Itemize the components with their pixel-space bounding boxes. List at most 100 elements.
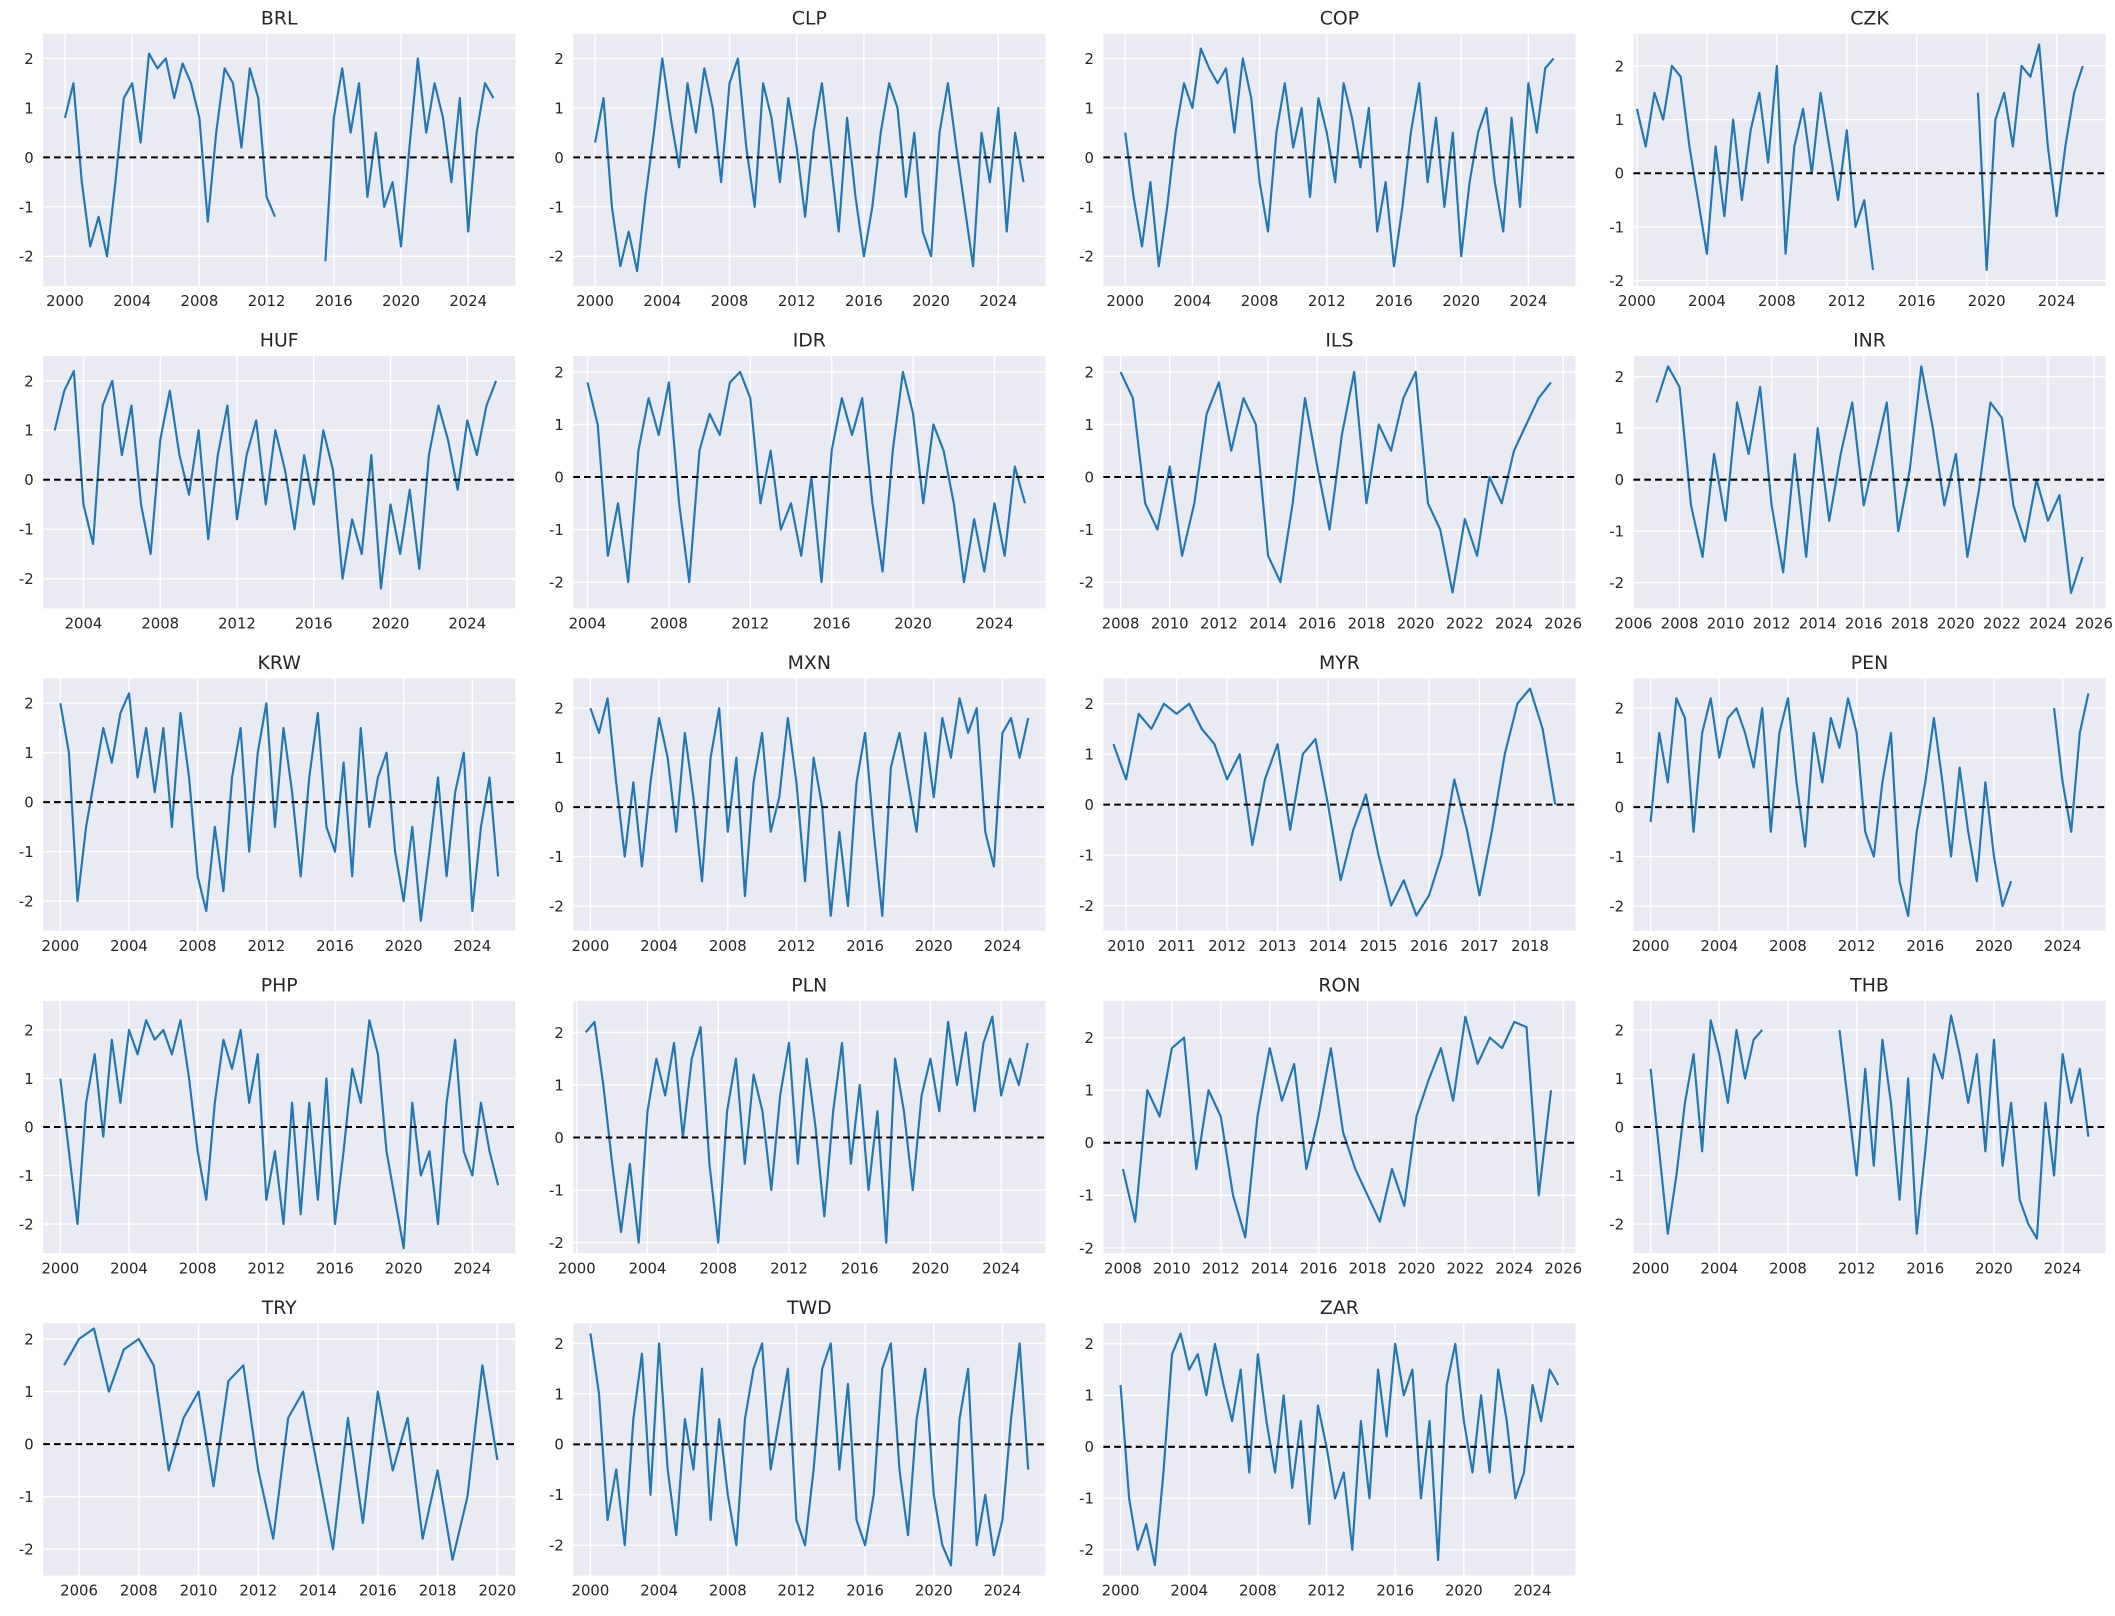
x-tick-label: 2016 — [359, 1583, 397, 1600]
x-tick-label: 2020 — [915, 1583, 953, 1600]
x-tick-label: 2010 — [1151, 616, 1189, 633]
x-tick-label: 2014 — [1249, 616, 1287, 633]
x-tick-label: 2024 — [2044, 938, 2082, 955]
y-tick-label: 0 — [554, 469, 563, 486]
x-tick-label: 2012 — [778, 293, 816, 310]
y-tick-label: -2 — [19, 249, 34, 266]
x-tick-label: 2012 — [770, 1260, 808, 1277]
x-tick-label: 2026 — [1544, 1260, 1582, 1277]
y-tick-label: 2 — [1084, 1030, 1093, 1047]
panel-title: COP — [1320, 7, 1359, 29]
y-tick-label: -1 — [1079, 1491, 1094, 1508]
x-tick-label: 2008 — [120, 1583, 158, 1600]
x-tick-label: 2004 — [640, 938, 678, 955]
y-tick-label: 0 — [1615, 166, 1624, 183]
x-tick-label: 2008 — [650, 616, 688, 633]
y-tick-label: 1 — [1615, 1071, 1624, 1088]
x-tick-label: 2016 — [1906, 1260, 1944, 1277]
x-tick-label: 2004 — [1688, 293, 1726, 310]
x-tick-label: 2020 — [912, 293, 950, 310]
plot-area — [1103, 33, 1576, 286]
x-tick-label: 2016 — [1906, 938, 1944, 955]
x-tick-label: 2024 — [979, 293, 1017, 310]
x-tick-label: 2008 — [1758, 293, 1796, 310]
x-tick-label: 2024 — [982, 1260, 1020, 1277]
x-tick-label: 2018 — [1511, 938, 1549, 955]
x-tick-label: 2016 — [295, 616, 333, 633]
x-tick-label: 2016 — [316, 938, 354, 955]
panel-title: MXN — [788, 652, 831, 674]
x-tick-label: 2012 — [1200, 616, 1238, 633]
series-line — [1124, 47, 1555, 268]
series-line — [594, 57, 1025, 273]
x-tick-label: 2004 — [1170, 1583, 1208, 1600]
y-tick-label: 1 — [1084, 747, 1093, 764]
x-tick-label: 2022 — [1446, 616, 1484, 633]
x-tick-label: 2016 — [315, 293, 353, 310]
series-line — [1119, 370, 1552, 594]
y-tick-label: 2 — [1615, 701, 1624, 718]
y-tick-label: -1 — [19, 1168, 34, 1185]
panel-title: CZK — [1850, 7, 1889, 29]
y-tick-label: -1 — [1079, 522, 1094, 539]
series-line — [63, 52, 495, 262]
y-tick-label: 1 — [554, 750, 563, 767]
y-tick-label: 2 — [24, 1022, 33, 1039]
x-tick-label: 2012 — [239, 1583, 277, 1600]
x-tick-label: 2016 — [1375, 293, 1413, 310]
y-tick-label: -2 — [1079, 249, 1094, 266]
x-tick-label: 2008 — [1241, 293, 1279, 310]
y-tick-label: -1 — [549, 849, 564, 866]
y-tick-label: -1 — [1609, 219, 1624, 236]
x-tick-label: 2008 — [709, 1583, 747, 1600]
x-tick-label: 2016 — [841, 1260, 879, 1277]
panel-title: CLP — [792, 7, 827, 29]
y-tick-label: 2 — [24, 696, 33, 713]
x-tick-label: 2026 — [2075, 616, 2113, 633]
series-line — [586, 370, 1027, 584]
plot-area — [1103, 356, 1576, 609]
series-line — [1649, 1014, 2090, 1240]
y-tick-label: -2 — [1609, 575, 1624, 592]
x-tick-label: 2018 — [1348, 616, 1386, 633]
x-tick-label: 2016 — [1300, 1260, 1338, 1277]
y-tick-label: 0 — [554, 1437, 563, 1454]
y-tick-label: 0 — [1084, 1439, 1093, 1456]
y-tick-label: -1 — [19, 522, 34, 539]
series-line — [1121, 1015, 1553, 1239]
x-tick-label: 2024 — [1495, 616, 1533, 633]
x-tick-label: 2000 — [572, 938, 610, 955]
x-tick-label: 2012 — [1308, 293, 1346, 310]
y-tick-label: 1 — [1615, 112, 1624, 129]
y-tick-label: 1 — [554, 100, 563, 117]
y-tick-label: 2 — [1084, 51, 1093, 68]
panel-title: ZAR — [1320, 1297, 1359, 1319]
x-tick-label: 2024 — [2038, 293, 2076, 310]
panel-title: ILS — [1325, 330, 1353, 352]
x-tick-label: 2012 — [218, 616, 256, 633]
x-tick-label: 2004 — [640, 1583, 678, 1600]
y-tick-label: 1 — [554, 1386, 563, 1403]
x-tick-label: 2020 — [1937, 616, 1975, 633]
y-tick-label: 2 — [554, 51, 563, 68]
y-tick-label: 2 — [554, 1336, 563, 1353]
y-tick-label: 0 — [1084, 150, 1093, 167]
x-tick-label: 2008 — [141, 616, 179, 633]
x-tick-label: 2000 — [1632, 1260, 1670, 1277]
x-tick-label: 2008 — [181, 293, 219, 310]
y-tick-label: -2 — [549, 574, 564, 591]
x-tick-label: 2008 — [1102, 616, 1140, 633]
x-tick-label: 2000 — [1618, 293, 1656, 310]
y-tick-label: -2 — [1609, 898, 1624, 915]
panel-title: PEN — [1851, 652, 1888, 674]
y-tick-label: 1 — [24, 1071, 33, 1088]
plot-area — [43, 356, 516, 609]
x-tick-label: 2014 — [1251, 1260, 1289, 1277]
x-tick-label: 2008 — [1661, 616, 1699, 633]
y-tick-label: -1 — [549, 199, 564, 216]
y-tick-label: 0 — [24, 150, 33, 167]
y-tick-label: -2 — [549, 1235, 564, 1252]
y-tick-label: 0 — [554, 1130, 563, 1147]
